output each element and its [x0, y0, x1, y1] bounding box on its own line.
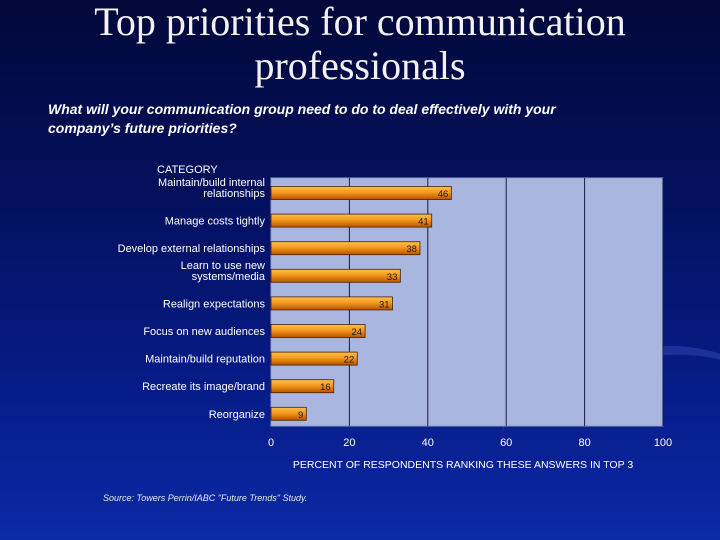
x-tick-label: 40 [422, 437, 434, 449]
chart-question: What will your communication group need … [48, 100, 668, 138]
data-label: 46 [438, 189, 449, 200]
x-tick-label: 80 [578, 437, 590, 449]
chart-question-line-1: What will your communication group need … [48, 101, 556, 117]
data-label: 24 [352, 327, 363, 338]
data-label: 41 [418, 217, 429, 228]
category-axis-title: CATEGORY [157, 164, 218, 176]
x-tick-label: 20 [343, 437, 355, 449]
bar [270, 268, 401, 283]
category-labels: Maintain/build internal relationships Mana… [118, 177, 266, 421]
x-tick-label: 60 [500, 437, 512, 449]
category-label: Reorganize [209, 409, 265, 421]
data-label: 9 [298, 410, 303, 421]
data-label: 38 [406, 244, 417, 255]
x-tick-label: 100 [654, 437, 672, 449]
data-label: 33 [387, 272, 398, 283]
page-title: Top priorities for communication profess… [0, 0, 720, 88]
data-label: 31 [379, 299, 390, 310]
category-label: Recreate its image/brand [142, 381, 265, 393]
chart-question-line-2: company’s future priorities? [48, 120, 237, 136]
x-axis-title: PERCENT OF RESPONDENTS RANKING THESE ANS… [293, 459, 634, 471]
bar [270, 351, 358, 366]
category-label: Manage costs tightly [165, 216, 266, 228]
category-label: Develop external relationships [118, 243, 266, 255]
page-title-line-2: professionals [254, 43, 466, 88]
bar [270, 406, 307, 421]
x-tick-label: 0 [268, 437, 274, 449]
bar [270, 324, 366, 338]
x-axis-ticks: 0 20 40 60 80 100 [268, 437, 672, 449]
category-label: Maintain/build internal relationships [158, 177, 266, 200]
bars: 46 41 38 33 31 24 22 16 9 [270, 186, 452, 421]
bar [270, 241, 421, 256]
category-label: Focus on new audiences [143, 326, 265, 338]
category-label: Learn to use new systems/media [181, 260, 266, 283]
bar [270, 296, 393, 311]
source-note: Source: Towers Perrin/IABC "Future Trend… [103, 493, 308, 503]
bar [270, 213, 433, 228]
bar [270, 186, 452, 200]
category-label: Realign expectations [163, 298, 266, 310]
category-label: Maintain/build reputation [145, 354, 265, 366]
bar [270, 379, 335, 394]
page-title-line-1: Top priorities for communication [94, 0, 626, 44]
data-label: 16 [320, 382, 331, 393]
data-label: 22 [344, 355, 355, 366]
